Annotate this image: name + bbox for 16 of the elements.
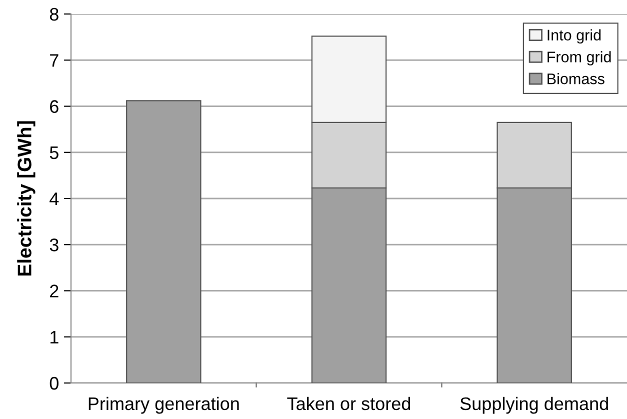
y-tick-label: 5 [50, 146, 58, 160]
legend-label: Into grid [548, 29, 601, 44]
y-axis-title: Electricity [GWh] [17, 121, 36, 276]
x-tick-label: Taken or stored [287, 396, 410, 410]
x-tick-label: Supplying demand [460, 396, 608, 414]
legend-label: Biomass [548, 73, 604, 84]
y-tick-label: 2 [50, 284, 58, 298]
x-tick-label: Primary generation [88, 396, 239, 414]
y-tick-label: 6 [50, 100, 58, 113]
y-tick-label: 1 [50, 330, 58, 344]
y-tick-label: 3 [50, 238, 58, 252]
y-tick-label: 0 [50, 376, 58, 390]
y-tick-label: 7 [50, 54, 58, 67]
legend-label: From grid [548, 51, 611, 66]
y-tick-label: 4 [50, 192, 59, 206]
y-tick-label: 8 [50, 8, 58, 21]
